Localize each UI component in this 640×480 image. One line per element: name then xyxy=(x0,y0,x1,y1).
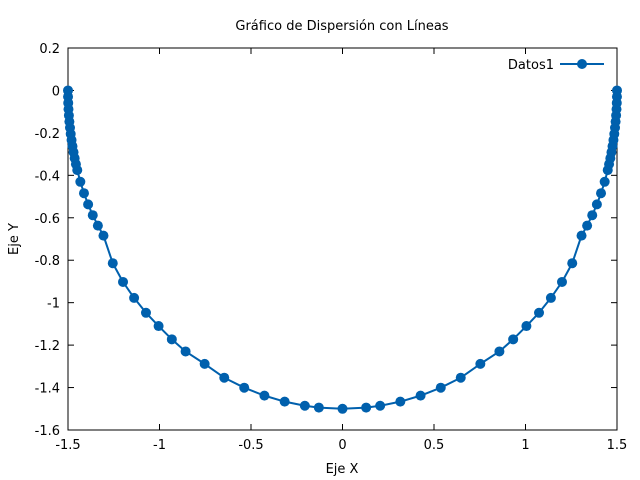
data-point xyxy=(375,400,386,411)
data-point xyxy=(199,358,210,369)
data-point xyxy=(83,199,94,210)
data-point xyxy=(521,321,532,332)
plot-frame xyxy=(67,47,618,431)
y-tick-label: -1.4 xyxy=(35,382,60,397)
x-axis-label: Eje X xyxy=(326,462,359,477)
y-tick-label: -1 xyxy=(47,297,60,312)
y-axis-label: Eje Y xyxy=(7,223,22,255)
y-tick-label: -1.2 xyxy=(35,339,60,354)
legend: Datos1 xyxy=(508,58,604,73)
data-point xyxy=(494,346,505,357)
data-point xyxy=(582,220,593,231)
data-point xyxy=(140,307,151,318)
data-point xyxy=(92,220,103,231)
y-tick-label: -0.6 xyxy=(35,212,60,227)
data-point xyxy=(299,400,310,411)
data-point xyxy=(107,258,118,269)
data-point xyxy=(395,396,406,407)
data-point xyxy=(415,390,426,401)
chart-title: Gráfico de Dispersión con Líneas xyxy=(235,19,448,34)
data-point xyxy=(279,396,290,407)
x-tick-label: -0.5 xyxy=(238,438,263,453)
legend-label-datos1: Datos1 xyxy=(508,58,554,73)
data-point xyxy=(545,292,556,303)
data-point xyxy=(435,382,446,393)
data-point xyxy=(599,176,610,187)
data-point xyxy=(591,199,602,210)
data-point xyxy=(219,372,230,383)
data-point xyxy=(612,85,622,96)
y-axis: -1.6 -1.4 -1.2 -1 -0.8 -0.6 -0.4 -0.2 0 0.2 xyxy=(35,42,617,439)
data-point xyxy=(534,307,545,318)
x-tick-label: -1.5 xyxy=(55,438,80,453)
data-point xyxy=(239,382,250,393)
y-tick-label: -0.8 xyxy=(35,254,60,269)
legend-marker xyxy=(577,59,587,69)
data-point xyxy=(556,276,567,287)
data-point xyxy=(576,230,587,241)
data-point xyxy=(87,210,98,221)
y-tick-label: -0.4 xyxy=(35,169,60,184)
data-point xyxy=(118,276,129,287)
data-point xyxy=(72,165,83,176)
data-point xyxy=(259,390,270,401)
x-tick-label: 1.5 xyxy=(607,438,628,453)
data-point xyxy=(166,334,177,345)
series-line xyxy=(67,90,618,410)
data-point xyxy=(129,292,140,303)
x-tick-label: 1 xyxy=(521,438,529,453)
y-tick-label: 0.2 xyxy=(39,42,60,57)
data-point xyxy=(153,321,164,332)
data-point xyxy=(337,403,348,414)
data-point xyxy=(361,402,372,413)
series-layer xyxy=(63,85,622,414)
data-point xyxy=(596,188,607,199)
data-point xyxy=(587,210,598,221)
data-point xyxy=(455,372,466,383)
x-tick-label: 0.5 xyxy=(424,438,445,453)
data-point xyxy=(508,334,519,345)
data-point xyxy=(75,176,86,187)
data-point xyxy=(78,188,89,199)
x-axis: -1.5 -1 -0.5 0 0.5 1 1.5 xyxy=(55,48,627,453)
y-tick-label: -0.2 xyxy=(35,127,60,142)
data-point xyxy=(98,230,109,241)
data-point xyxy=(180,346,191,357)
x-tick-label: 0 xyxy=(338,438,346,453)
data-point xyxy=(475,358,486,369)
y-tick-label: -1.6 xyxy=(35,424,60,439)
y-tick-label: 0 xyxy=(52,84,60,99)
data-point xyxy=(313,402,324,413)
data-point xyxy=(567,258,578,269)
x-tick-label: -1 xyxy=(153,438,166,453)
